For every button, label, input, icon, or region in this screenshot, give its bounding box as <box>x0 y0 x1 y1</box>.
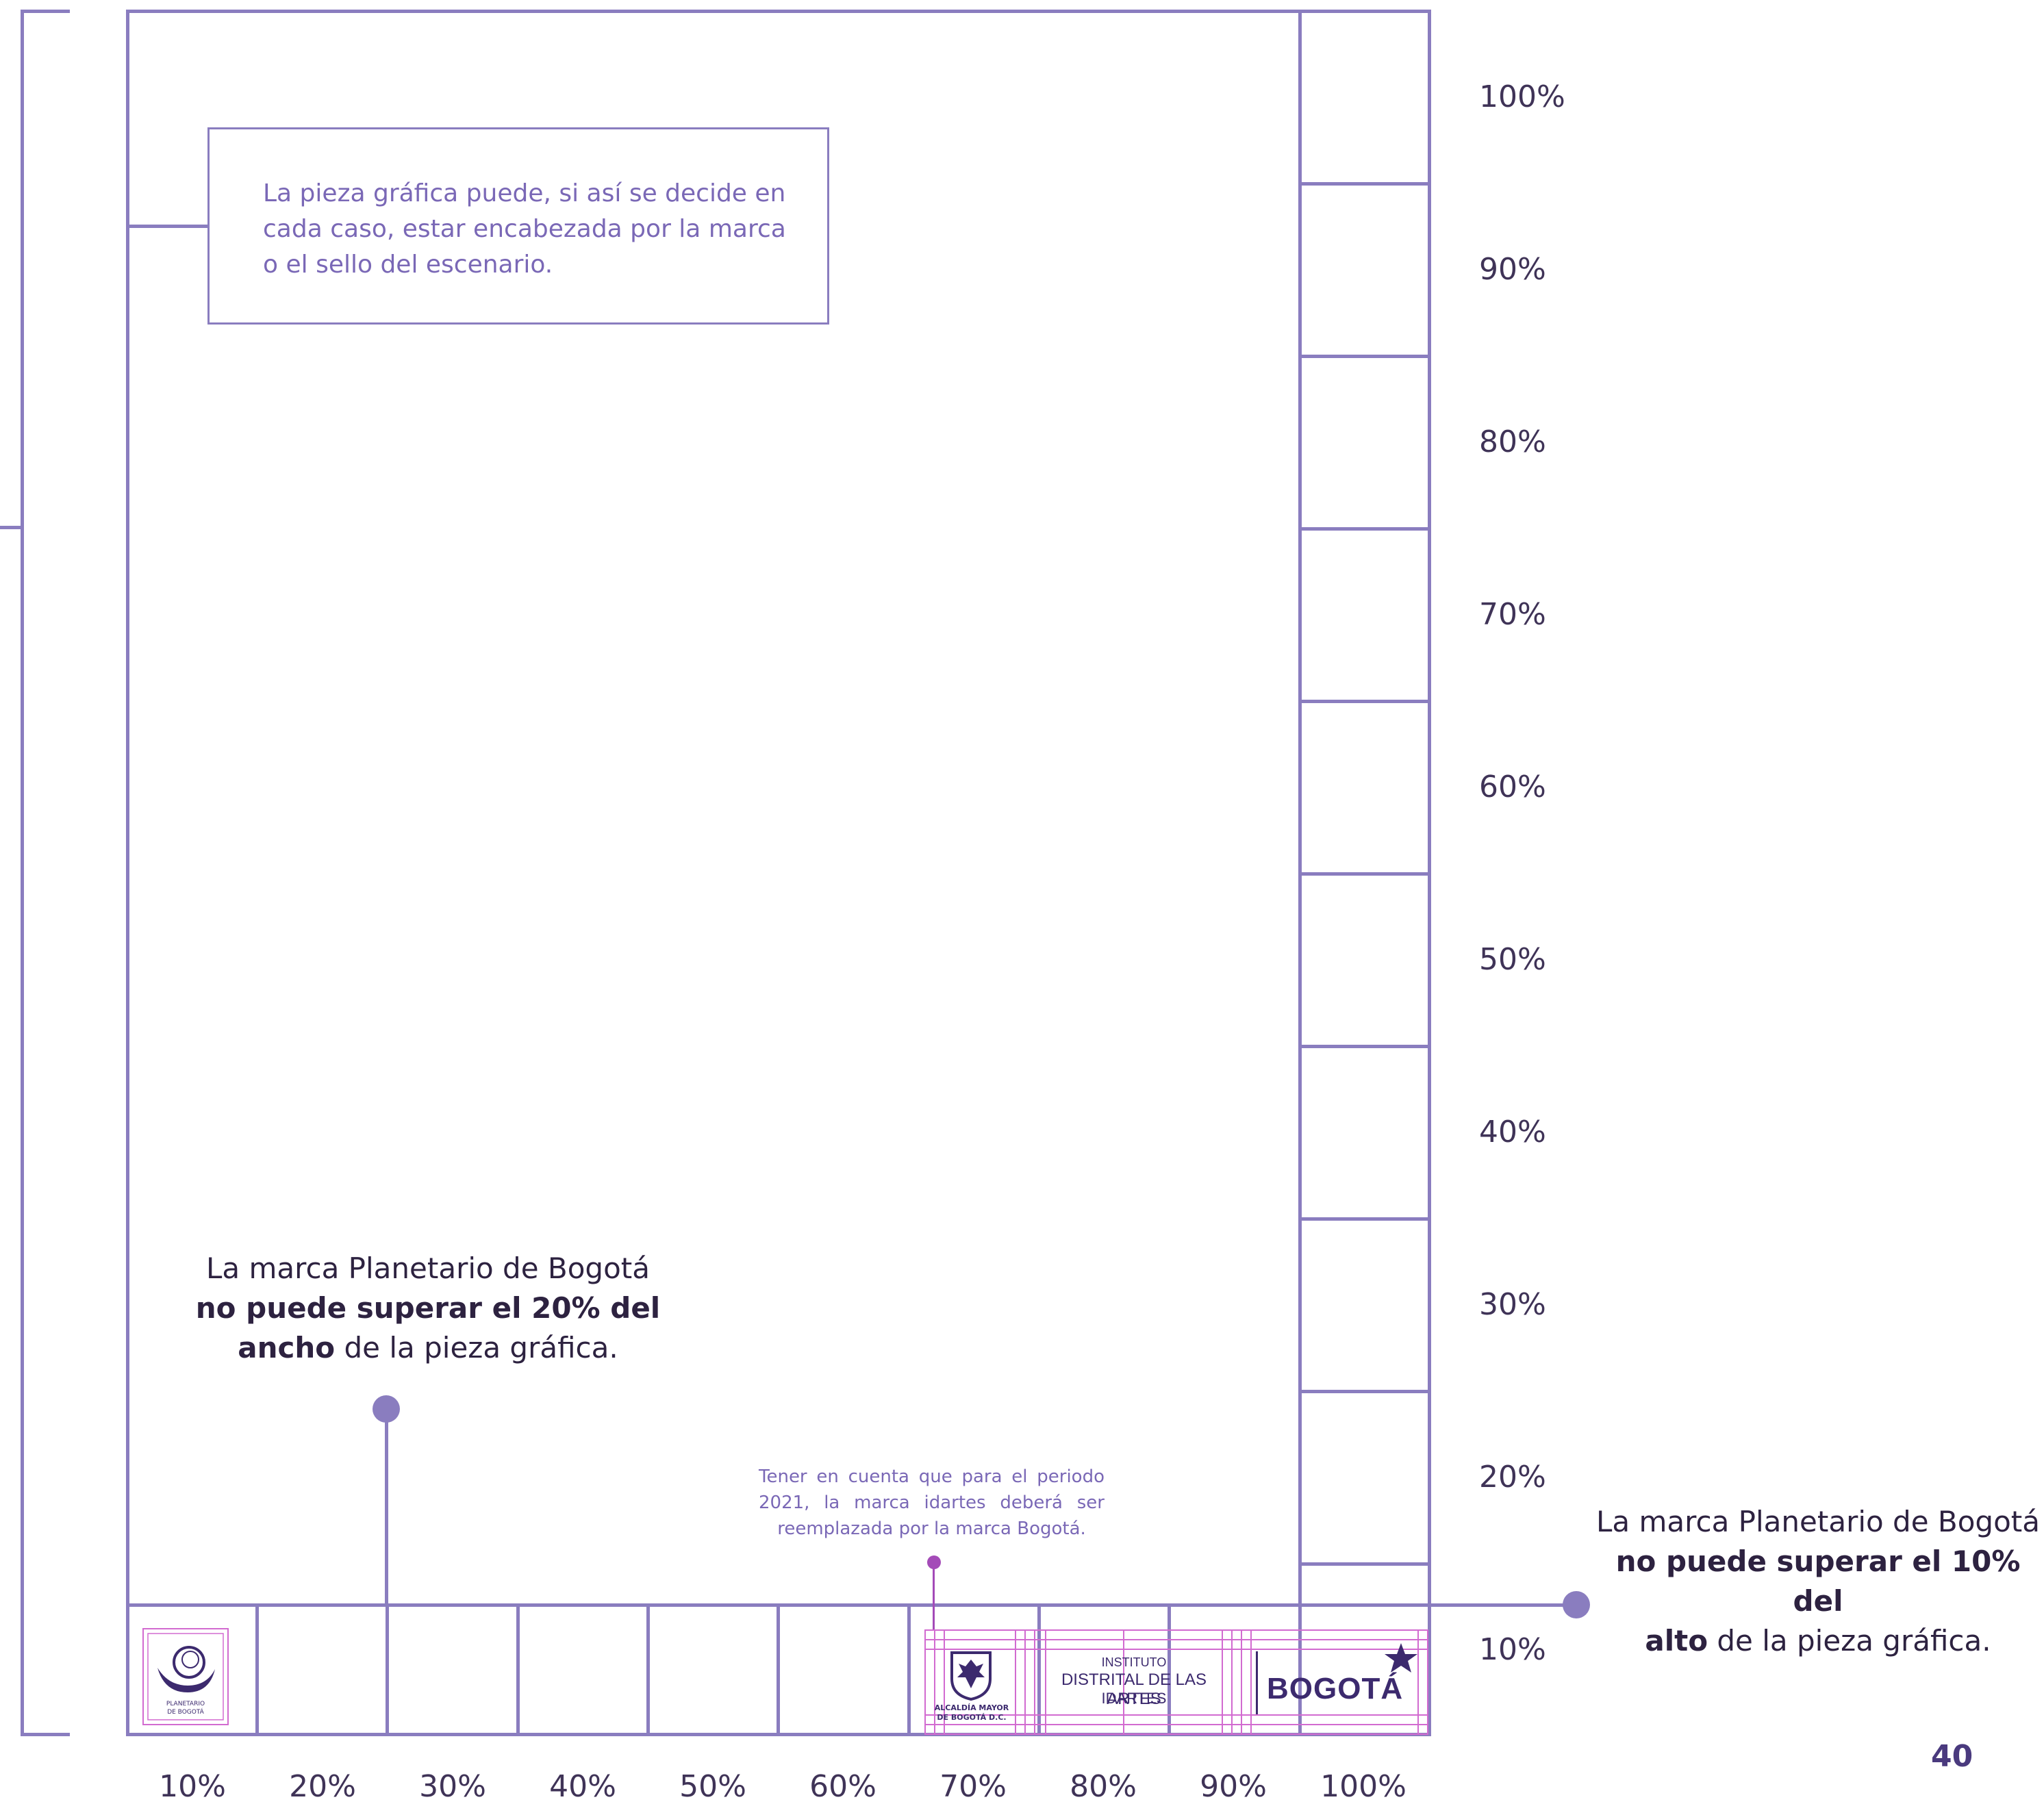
guide-line <box>1231 1629 1233 1735</box>
row-tick <box>1298 700 1431 703</box>
y-label: 20% <box>1479 1460 1546 1495</box>
page-number: 40 <box>1931 1739 1973 1774</box>
callout-width-stem <box>385 1410 388 1605</box>
guide-line <box>924 1724 1428 1725</box>
guide-line <box>1222 1629 1223 1735</box>
guide-line <box>924 1629 926 1735</box>
row-tick <box>1298 1045 1431 1048</box>
guide-line <box>1015 1629 1016 1735</box>
x-label: 40% <box>549 1769 616 1804</box>
guide-line <box>924 1629 1428 1631</box>
x-label: 20% <box>289 1769 356 1804</box>
row-tick <box>1298 872 1431 876</box>
idartes-line2: DISTRITAL DE LAS ARTES <box>1061 1670 1207 1708</box>
planetario-logo-line1: PLANETARIO <box>166 1701 205 1707</box>
callout-height-line1: La marca Planetario de Bogotá <box>1596 1505 2040 1538</box>
note-text: La pieza gráfica puede, si así se decide… <box>263 179 786 279</box>
planetario-logo: PLANETARIO DE BOGOTÁ <box>142 1628 229 1725</box>
small-note-dot <box>927 1555 941 1569</box>
callout-height-rest: de la pieza gráfica. <box>1708 1624 1991 1657</box>
callout-width-bold2: ancho <box>238 1331 336 1364</box>
planetario-logo-line2: DE BOGOTÁ <box>167 1709 204 1716</box>
row-tick <box>1298 1390 1431 1393</box>
idartes-line1: INSTITUTO <box>1101 1655 1167 1669</box>
callout-height-bold2: alto <box>1645 1624 1708 1657</box>
callout-height-bold: no puede superar el 10% del <box>1615 1545 2021 1618</box>
guide-line <box>924 1714 1428 1716</box>
guide-line <box>1250 1629 1252 1735</box>
callout-width-rest: de la pieza gráfica. <box>335 1331 618 1364</box>
callout-height: La marca Planetario de Bogotá no puede s… <box>1595 1502 2041 1661</box>
column-tick <box>646 1603 650 1736</box>
small-note: Tener en cuenta que para el periodo 2021… <box>759 1466 1105 1539</box>
y-label: 70% <box>1479 597 1546 632</box>
alcaldia-line1: ALCALDÍA MAYOR <box>934 1703 1009 1712</box>
guide-line <box>1034 1629 1035 1735</box>
x-label: 10% <box>159 1769 226 1804</box>
guide-line <box>1045 1629 1046 1735</box>
bogota-logo-text: BOGOTÁ <box>1267 1672 1404 1705</box>
guide-line <box>934 1629 935 1735</box>
note-connector <box>126 225 208 228</box>
left-bracket-top <box>21 10 70 13</box>
column-tick <box>1168 1603 1171 1736</box>
column-tick <box>777 1603 780 1736</box>
column-tick <box>1037 1603 1041 1736</box>
left-bracket-tick <box>0 526 22 529</box>
guide-line <box>924 1733 1428 1735</box>
y-label: 80% <box>1479 424 1546 459</box>
guide-line <box>1417 1629 1419 1735</box>
x-label: 90% <box>1200 1769 1267 1804</box>
guide-line <box>944 1629 945 1735</box>
planetario-logo-mark <box>147 1633 224 1720</box>
callout-width-bold: no puede superar el 20% del <box>195 1291 661 1325</box>
y-label: 60% <box>1479 770 1546 804</box>
left-bracket-bottom <box>21 1733 70 1736</box>
guide-line <box>924 1649 1428 1650</box>
note-box: La pieza gráfica puede, si así se decide… <box>207 127 829 325</box>
idartes-line3: IDARTES <box>1101 1690 1167 1707</box>
y-label: 90% <box>1479 252 1546 287</box>
guide-line <box>1024 1629 1026 1735</box>
guide-line <box>1241 1629 1242 1735</box>
callout-width-line1: La marca Planetario de Bogotá <box>206 1252 650 1285</box>
column-tick <box>516 1603 520 1736</box>
x-label: 80% <box>1070 1769 1137 1804</box>
row-tick <box>1298 527 1431 531</box>
column-tick <box>386 1603 389 1736</box>
x-label: 60% <box>809 1769 876 1804</box>
x-label: 30% <box>419 1769 486 1804</box>
row-tick <box>1298 1217 1431 1221</box>
left-bracket-vertical <box>21 10 24 1736</box>
guide-line <box>1123 1629 1124 1735</box>
x-label: 70% <box>939 1769 1007 1804</box>
small-note-stem <box>933 1568 935 1631</box>
guide-line <box>1427 1629 1428 1735</box>
y-label: 40% <box>1479 1115 1546 1149</box>
row-tick <box>1298 355 1431 358</box>
alcaldia-shield-icon <box>950 1651 992 1701</box>
x-label: 100% <box>1320 1769 1406 1804</box>
y-label: 50% <box>1479 942 1546 977</box>
y-label: 10% <box>1479 1632 1546 1667</box>
y-label: 100% <box>1479 79 1565 114</box>
y-label: 30% <box>1479 1287 1546 1322</box>
column-tick <box>255 1603 259 1736</box>
callout-height-dot <box>1563 1591 1590 1618</box>
guide-line <box>924 1639 1428 1640</box>
x-label: 50% <box>679 1769 746 1804</box>
callout-height-stem <box>1431 1603 1582 1607</box>
alcaldia-line2: DE BOGOTÁ D.C. <box>937 1713 1007 1722</box>
star-icon <box>1385 1643 1417 1673</box>
row-tick <box>1298 1562 1431 1566</box>
row-tick <box>1298 182 1431 186</box>
callout-width: La marca Planetario de Bogotá no puede s… <box>192 1249 664 1368</box>
logo-separator <box>1256 1651 1258 1714</box>
column-tick <box>907 1603 911 1736</box>
institutional-logo-bar: ALCALDÍA MAYOR DE BOGOTÁ D.C. INSTITUTO … <box>924 1629 1428 1735</box>
